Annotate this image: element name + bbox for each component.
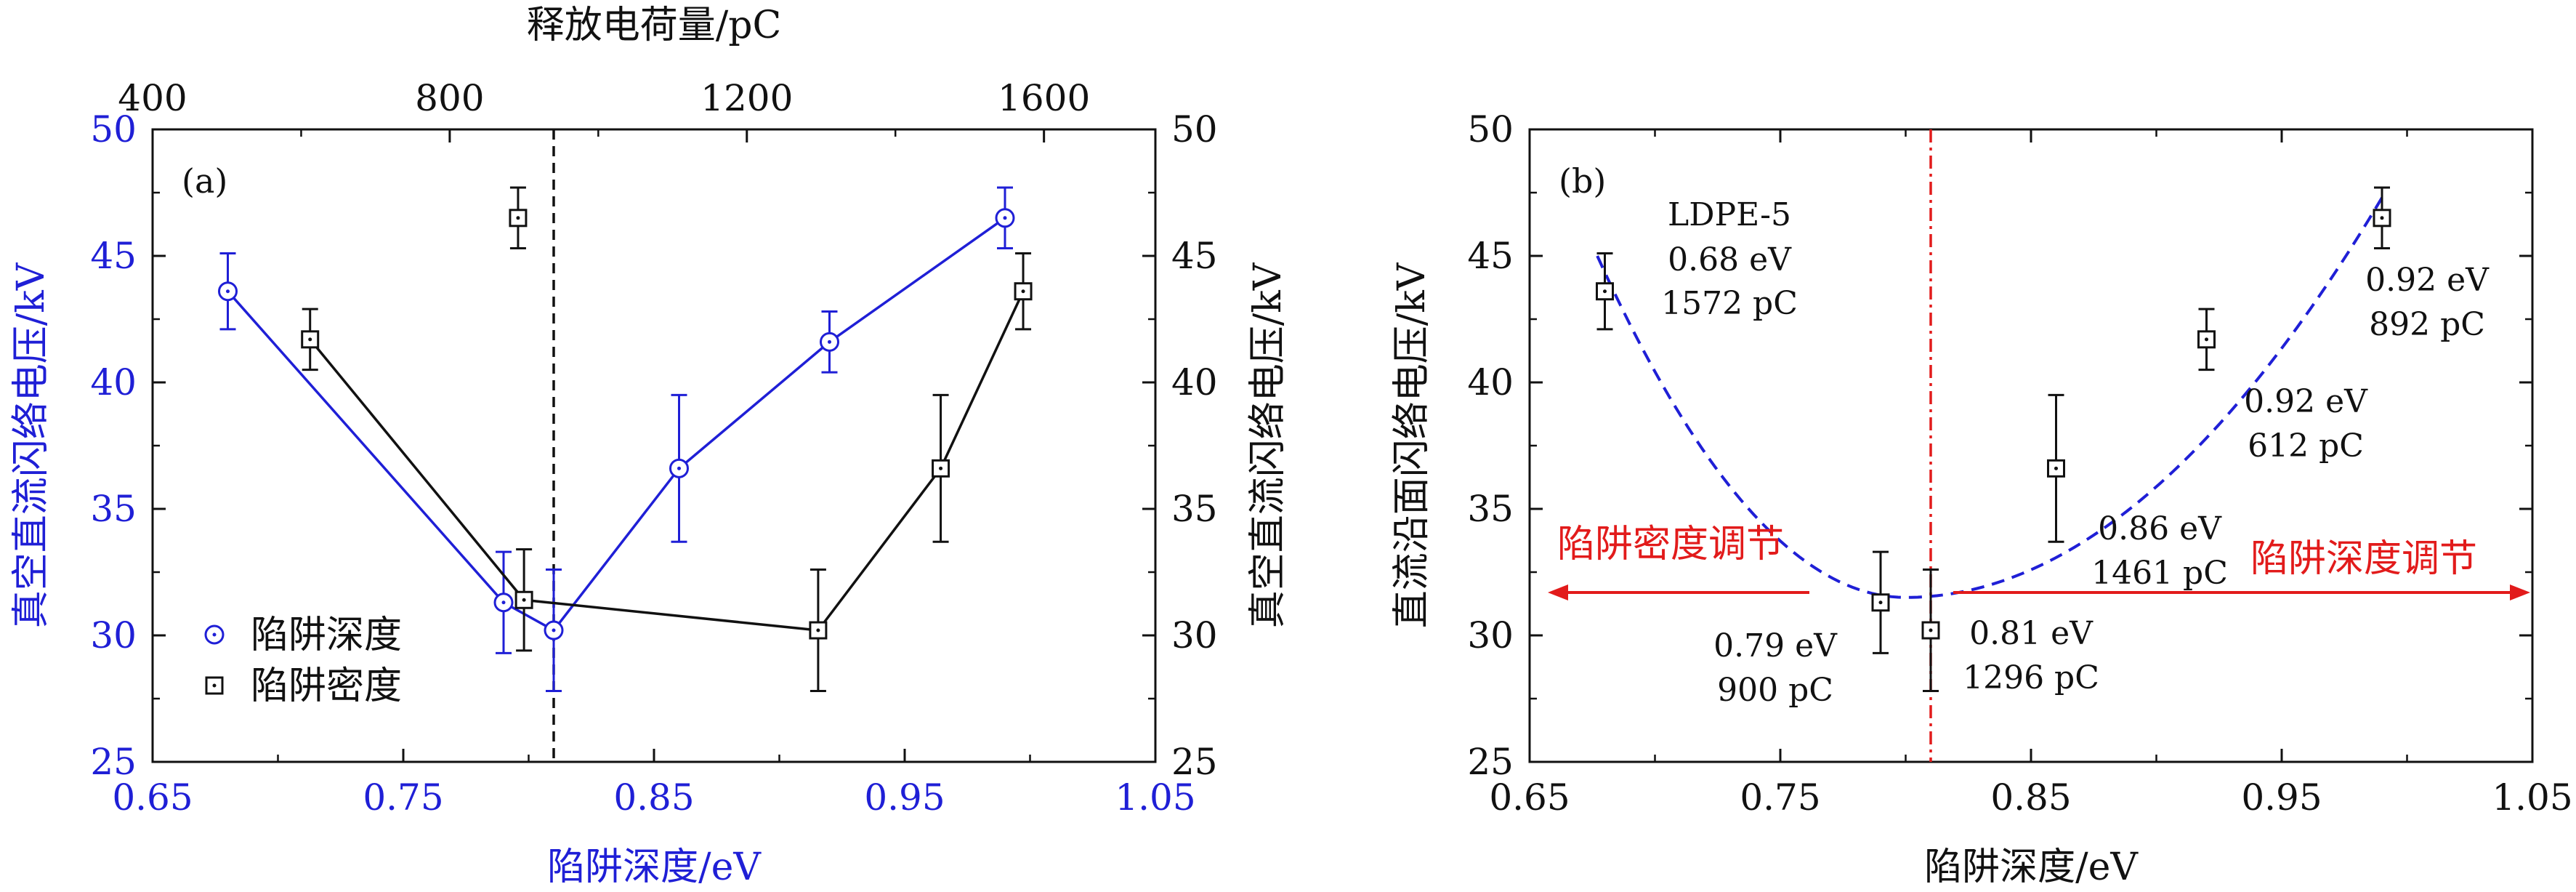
square-marker-dot	[1603, 289, 1607, 294]
square-marker-dot	[1878, 600, 1883, 605]
legend-label-trap-density: 陷阱密度	[251, 664, 402, 708]
series-line-trap-density	[309, 290, 1025, 632]
panel-b-fit-curve	[1596, 196, 2383, 599]
y-tick-label: 30	[90, 614, 137, 656]
annotation-092-612-line2: 612 pC	[2248, 427, 2364, 465]
x-tick-label: 1.05	[1115, 776, 1195, 819]
square-marker-dot	[516, 216, 520, 220]
panel-b-x-axis-label: 陷阱深度/eV	[1924, 845, 2139, 889]
circle-marker-dot	[552, 628, 556, 632]
series-line-trap-depth	[227, 217, 1006, 632]
annotation-086-line1: 0.86 eV	[2098, 510, 2222, 547]
panel-b-points	[1596, 186, 2391, 693]
x-tick-label: 0.85	[1990, 776, 2071, 819]
panel-b-ticks: 0.65 0.75 0.85 0.95 1.05 25 30 35 40 45 50	[1467, 108, 2572, 819]
y-tick-label: 50	[1467, 108, 1514, 150]
square-marker-dot	[2205, 337, 2208, 342]
panel-a-legend: 陷阱深度 陷阱密度	[204, 614, 402, 708]
left-region-arrow	[1548, 584, 1809, 600]
panel-a-series	[218, 186, 1033, 693]
square-marker-dot	[939, 466, 943, 470]
annotation-092-892-line1: 0.92 eV	[2365, 262, 2490, 299]
y-tick-label-right: 45	[1171, 235, 1218, 277]
y-tick-label: 40	[1467, 361, 1514, 403]
y-tick-label-right: 25	[1171, 741, 1218, 783]
legend-label-trap-depth: 陷阱深度	[251, 614, 402, 657]
top-tick-label: 800	[415, 77, 484, 119]
panel-a-label: (a)	[182, 161, 227, 201]
top-tick-label: 1600	[998, 77, 1090, 119]
panel-a-x-axis-label: 陷阱深度/eV	[547, 845, 762, 889]
legend-marker-square	[205, 676, 224, 695]
panel-a-right-y-axis-label: 真空直流闪络电压/kV	[1246, 262, 1290, 628]
square-marker-dot	[308, 337, 312, 342]
square-marker-dot	[522, 598, 526, 602]
y-tick-label: 50	[90, 108, 137, 150]
y-tick-label: 25	[1467, 741, 1514, 783]
circle-marker-dot	[828, 339, 831, 344]
square-marker-dot	[2380, 216, 2384, 220]
y-tick-label: 30	[1467, 614, 1514, 656]
y-tick-label-right: 50	[1171, 108, 1218, 150]
panel-a-left-y-axis-label: 真空直流闪络电压/kV	[9, 262, 53, 628]
circle-marker-dot	[1003, 216, 1007, 220]
top-tick-label: 1200	[700, 77, 793, 119]
square-marker-dot	[816, 628, 820, 632]
y-tick-label-right: 40	[1171, 361, 1218, 403]
y-tick-label-right: 35	[1171, 488, 1218, 530]
circle-marker-dot	[226, 289, 230, 294]
y-tick-label: 35	[90, 488, 137, 530]
annotation-ldpe5: LDPE-5 0.68 eV 1572 pC	[1661, 196, 1798, 322]
annotation-081: 0.81 eV 1296 pC	[1963, 615, 2099, 696]
x-tick-label: 0.95	[2241, 776, 2322, 819]
legend-marker-circle	[204, 624, 225, 645]
panel-a-top-axis-label: 释放电荷量/pC	[527, 4, 782, 47]
x-tick-label: 0.65	[112, 776, 193, 819]
x-tick-label: 0.95	[864, 776, 945, 819]
x-tick-label: 0.75	[1740, 776, 1820, 819]
circle-marker-dot	[677, 466, 681, 470]
y-tick-label: 45	[1467, 235, 1514, 277]
top-tick-label: 400	[118, 77, 187, 119]
circle-marker-dot	[501, 600, 506, 605]
y-tick-label: 45	[90, 235, 137, 277]
annotation-ldpe5-line3: 1572 pC	[1661, 285, 1798, 322]
annotation-079: 0.79 eV 900 pC	[1713, 627, 1838, 709]
annotation-079-line2: 900 pC	[1717, 672, 1833, 709]
x-tick-label: 0.85	[613, 776, 694, 819]
annotation-ldpe5-line2: 0.68 eV	[1668, 241, 1792, 278]
annotation-081-line2: 1296 pC	[1963, 659, 2099, 696]
x-tick-label: 0.65	[1489, 776, 1570, 819]
y-tick-label: 35	[1467, 488, 1514, 530]
x-tick-label: 0.75	[363, 776, 443, 819]
panel-b-y-axis-label: 直流沿面闪络电压/kV	[1390, 262, 1434, 628]
annotation-086: 0.86 eV 1461 pC	[2091, 510, 2228, 592]
region-label-trap-depth: 陷阱深度调节	[2250, 537, 2477, 581]
square-marker-dot	[1021, 289, 1025, 294]
annotation-092-612-line1: 0.92 eV	[2244, 383, 2368, 420]
right-region-arrow	[1953, 584, 2530, 600]
annotation-092-892-line2: 892 pC	[2369, 306, 2485, 343]
annotation-092-892: 0.92 eV 892 pC	[2365, 262, 2490, 343]
region-label-trap-density: 陷阱密度调节	[1557, 523, 1784, 566]
annotation-092-612: 0.92 eV 612 pC	[2244, 383, 2368, 465]
panel-b-label: (b)	[1559, 161, 1606, 201]
annotation-081-line1: 0.81 eV	[1969, 615, 2093, 652]
annotation-ldpe5-line1: LDPE-5	[1668, 196, 1791, 233]
square-marker-dot	[2054, 466, 2058, 470]
annotation-086-line2: 1461 pC	[2091, 555, 2228, 592]
annotation-079-line1: 0.79 eV	[1713, 627, 1838, 664]
y-tick-label: 25	[90, 741, 137, 783]
square-marker-dot	[1929, 628, 1933, 632]
x-tick-label: 1.05	[2492, 776, 2572, 819]
y-tick-label-right: 30	[1171, 614, 1218, 656]
y-tick-label: 40	[90, 361, 137, 403]
